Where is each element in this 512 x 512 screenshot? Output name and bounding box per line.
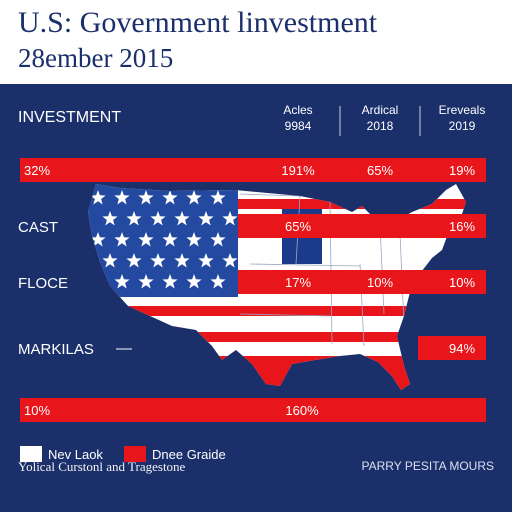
chart-title: U.S: Government linvestment [18, 6, 378, 39]
map-star [174, 253, 190, 268]
row-bar [238, 214, 486, 238]
map-star [150, 211, 166, 226]
column-header-label: Ardical [362, 103, 399, 117]
row-bar [418, 336, 486, 360]
cell-value: 19% [449, 163, 475, 178]
map-star [222, 253, 238, 268]
map-star [210, 232, 226, 247]
column-header-year: 2018 [367, 119, 394, 133]
cell-value: 160% [285, 403, 319, 418]
row-bar [20, 398, 486, 422]
map-star [186, 232, 202, 247]
map-star [138, 274, 154, 289]
map-star [198, 253, 214, 268]
map-star [162, 274, 178, 289]
chart-subtitle: 28ember 2015 [18, 43, 174, 73]
map-star [138, 190, 154, 205]
map-star [222, 211, 238, 226]
legend-label: Dnee Graide [152, 447, 226, 462]
map-star [102, 253, 118, 268]
row-lead-value: 32% [24, 163, 50, 178]
map-star [90, 190, 106, 205]
cell-value: 94% [449, 341, 475, 356]
footer-credit: PARRY PESITA MOURS [361, 459, 494, 473]
row-bar [238, 270, 486, 294]
cell-value: 191% [281, 163, 315, 178]
map-star [90, 274, 106, 289]
map-star [102, 211, 118, 226]
row-header-investment: INVESTMENT [18, 109, 121, 126]
row-bar [20, 158, 486, 182]
legend-swatch [20, 446, 42, 462]
map-star [210, 274, 226, 289]
header-band: U.S: Government linvestment 28ember 2015 [0, 0, 512, 84]
legend-swatch [124, 446, 146, 462]
map-star [210, 190, 226, 205]
map-star [126, 253, 142, 268]
map-star [174, 211, 190, 226]
row-lead-value: 10% [24, 403, 50, 418]
cell-value: 10% [367, 275, 393, 290]
column-header-label: Ereveals [439, 103, 486, 117]
map-star [198, 211, 214, 226]
cell-value: 65% [285, 219, 311, 234]
map-star [186, 274, 202, 289]
map-star [90, 232, 106, 247]
cell-value: 16% [449, 219, 475, 234]
row-label: MARKILAS [18, 341, 94, 358]
legend-label: Nev Laok [48, 447, 103, 462]
column-header-year: 9984 [285, 119, 312, 133]
map-star [186, 190, 202, 205]
cell-value: 10% [449, 275, 475, 290]
row-label: FLOCE [18, 275, 68, 292]
map-star [114, 190, 130, 205]
investment-chart: INVESTMENT Acles 9984 Ardical 2018 Ereveals 2… [18, 103, 486, 462]
map-star [138, 232, 154, 247]
footer-source: Yolical Curstonl and Tragestone [18, 459, 186, 474]
map-star [162, 232, 178, 247]
row-label: CAST [18, 219, 58, 236]
map-star [114, 232, 130, 247]
cell-value: 17% [285, 275, 311, 290]
map-star [126, 211, 142, 226]
map-star [150, 253, 166, 268]
map-star [114, 274, 130, 289]
cell-value: 65% [367, 163, 393, 178]
column-header-year: 2019 [449, 119, 476, 133]
map-star [162, 190, 178, 205]
column-header-label: Acles [283, 103, 312, 117]
